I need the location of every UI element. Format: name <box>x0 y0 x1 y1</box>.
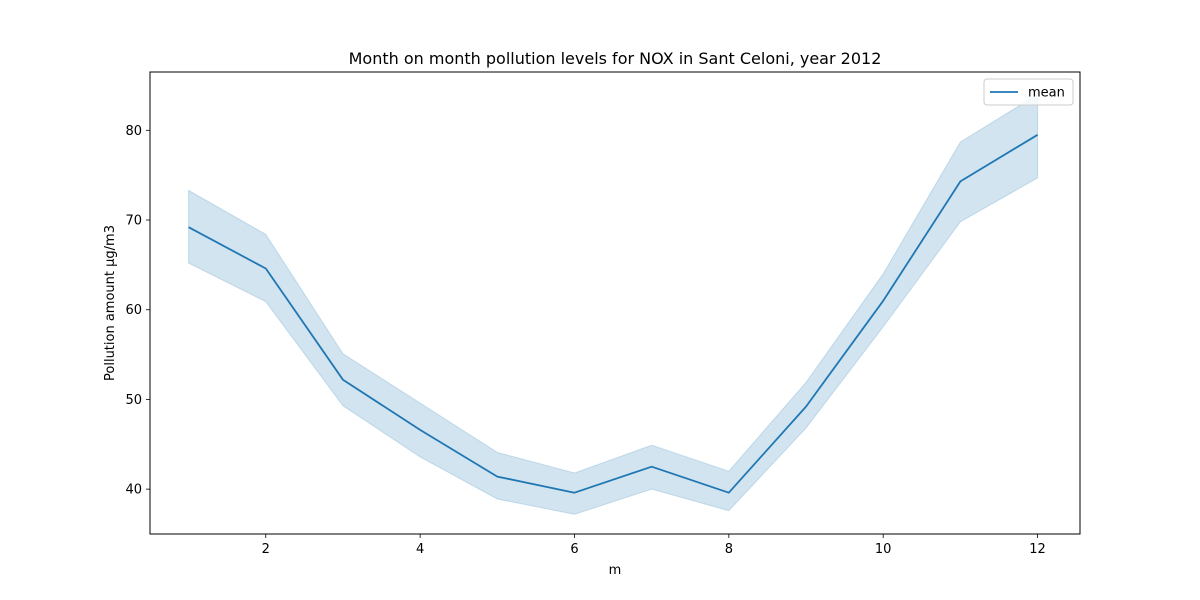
y-axis-title: Pollution amount μg/m3 <box>103 225 118 381</box>
legend-box <box>983 78 1074 106</box>
x-axis-title: m <box>609 563 622 578</box>
x-axis: 2 4 6 8 10 12 <box>262 534 1046 557</box>
x-tick-label: 4 <box>416 542 424 557</box>
x-tick-label: 2 <box>262 542 270 557</box>
legend: mean <box>983 78 1074 106</box>
plot-frame <box>149 71 1081 535</box>
legend-label-mean: mean <box>1028 86 1065 101</box>
series-line-mean <box>188 134 1039 494</box>
y-axis: 40 50 60 70 80 <box>125 124 150 498</box>
y-tick-label: 40 <box>125 483 142 498</box>
y-tick-label: 60 <box>125 303 142 318</box>
plot-area <box>188 93 1039 515</box>
chart-title: Month on month pollution levels for NOX … <box>349 49 882 68</box>
y-tick-label: 80 <box>125 124 142 139</box>
x-tick-label: 8 <box>725 542 733 557</box>
y-tick-label: 70 <box>125 214 142 229</box>
y-tick-label: 50 <box>125 393 142 408</box>
x-tick-label: 6 <box>570 542 578 557</box>
confidence-band-mean <box>188 93 1039 515</box>
x-tick-label: 12 <box>1029 542 1046 557</box>
x-tick-label: 10 <box>875 542 892 557</box>
